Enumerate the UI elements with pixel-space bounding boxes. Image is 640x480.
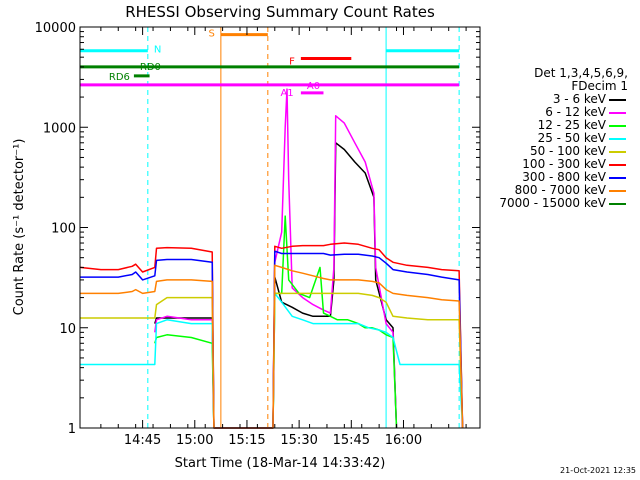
legend-swatch — [609, 203, 626, 205]
legend-swatch — [609, 125, 626, 127]
state-bars: N S F RD0 RD6 A1 A0 — [80, 29, 460, 99]
legend-swatch — [609, 151, 626, 153]
legend-label: 100 - 300 keV — [522, 157, 606, 171]
legend-entry: 6 - 12 keV — [484, 106, 634, 119]
legend-label: 300 - 800 keV — [522, 170, 606, 184]
legend-label: 25 - 50 keV — [537, 131, 606, 145]
series-line-0 — [154, 142, 398, 429]
legend-label: 800 - 7000 keV — [514, 183, 606, 197]
observation-markers — [79, 27, 460, 428]
legend-swatch — [609, 177, 626, 179]
legend-swatch — [609, 164, 626, 166]
legend-label: 50 - 100 keV — [529, 144, 606, 158]
legend-entry: 100 - 300 keV — [484, 158, 634, 171]
legend-entry: 300 - 800 keV — [484, 171, 634, 184]
y-axis-label: Count Rate (s⁻¹ detector⁻¹) — [12, 139, 27, 316]
state-label-a0: A0 — [307, 81, 320, 92]
x-tick-label-3: 15:30 — [280, 433, 317, 448]
series-line-3 — [80, 292, 464, 429]
legend-label: 3 - 6 keV — [552, 92, 606, 106]
legend-entries: 3 - 6 keV 6 - 12 keV 12 - 25 keV 25 - 50 ke… — [484, 93, 634, 210]
y-tick-label-2: 100 — [51, 222, 76, 237]
series-line-7 — [80, 264, 464, 429]
x-axis-label: Start Time (18-Mar-14 14:33:42) — [175, 456, 386, 471]
x-tick-label-2: 15:15 — [228, 433, 265, 448]
state-label-rd0: RD0 — [140, 62, 161, 73]
x-tick-label-0: 14:45 — [124, 433, 161, 448]
y-tick-label-3: 1000 — [43, 121, 76, 136]
state-label-n: N — [154, 45, 161, 56]
series-line-4 — [80, 292, 464, 429]
legend-swatch — [609, 190, 626, 192]
axes: 1 10 100 1000 10000 14:45 15:00 15:15 15:30 15:45… — [35, 21, 480, 448]
legend-swatch — [609, 112, 626, 114]
x-tick-label-5: 16:00 — [385, 433, 422, 448]
series-line-6 — [80, 250, 464, 429]
y-tick-label-4: 10000 — [35, 21, 76, 36]
state-label-s: S — [209, 29, 215, 40]
legend-entry: 800 - 7000 keV — [484, 184, 634, 197]
legend-entry: 7000 - 15000 keV — [484, 197, 634, 210]
legend-swatch — [609, 138, 626, 140]
state-label-f: F — [289, 57, 295, 68]
legend-swatch — [609, 99, 626, 101]
legend-entry: 25 - 50 keV — [484, 132, 634, 145]
legend-entry: 50 - 100 keV — [484, 145, 634, 158]
chart-title: RHESSI Observing Summary Count Rates — [125, 3, 435, 21]
legend-entry: 3 - 6 keV — [484, 93, 634, 106]
legend-header-line-1: Det 1,3,4,5,6,9, — [534, 66, 628, 80]
x-tick-label-4: 15:45 — [333, 433, 370, 448]
state-label-a1: A1 — [280, 88, 293, 99]
legend-label: 7000 - 15000 keV — [499, 196, 606, 210]
legend-label: 6 - 12 keV — [545, 105, 606, 119]
legend-label: 12 - 25 keV — [537, 118, 606, 132]
series-line-1 — [154, 88, 398, 429]
y-tick-label-1: 10 — [59, 322, 76, 337]
legend: Det 1,3,4,5,6,9, FDecim 1 3 - 6 keV 6 - 1… — [484, 67, 634, 210]
legend-entry: 12 - 25 keV — [484, 119, 634, 132]
series-lines — [79, 88, 464, 429]
y-tick-label-0: 1 — [68, 422, 76, 437]
timestamp: 21-Oct-2021 12:35 — [560, 466, 636, 475]
x-tick-label-1: 15:00 — [176, 433, 213, 448]
legend-header-line-2: FDecim 1 — [571, 79, 628, 93]
state-label-rd6: RD6 — [109, 72, 130, 83]
series-line-5 — [79, 242, 464, 429]
